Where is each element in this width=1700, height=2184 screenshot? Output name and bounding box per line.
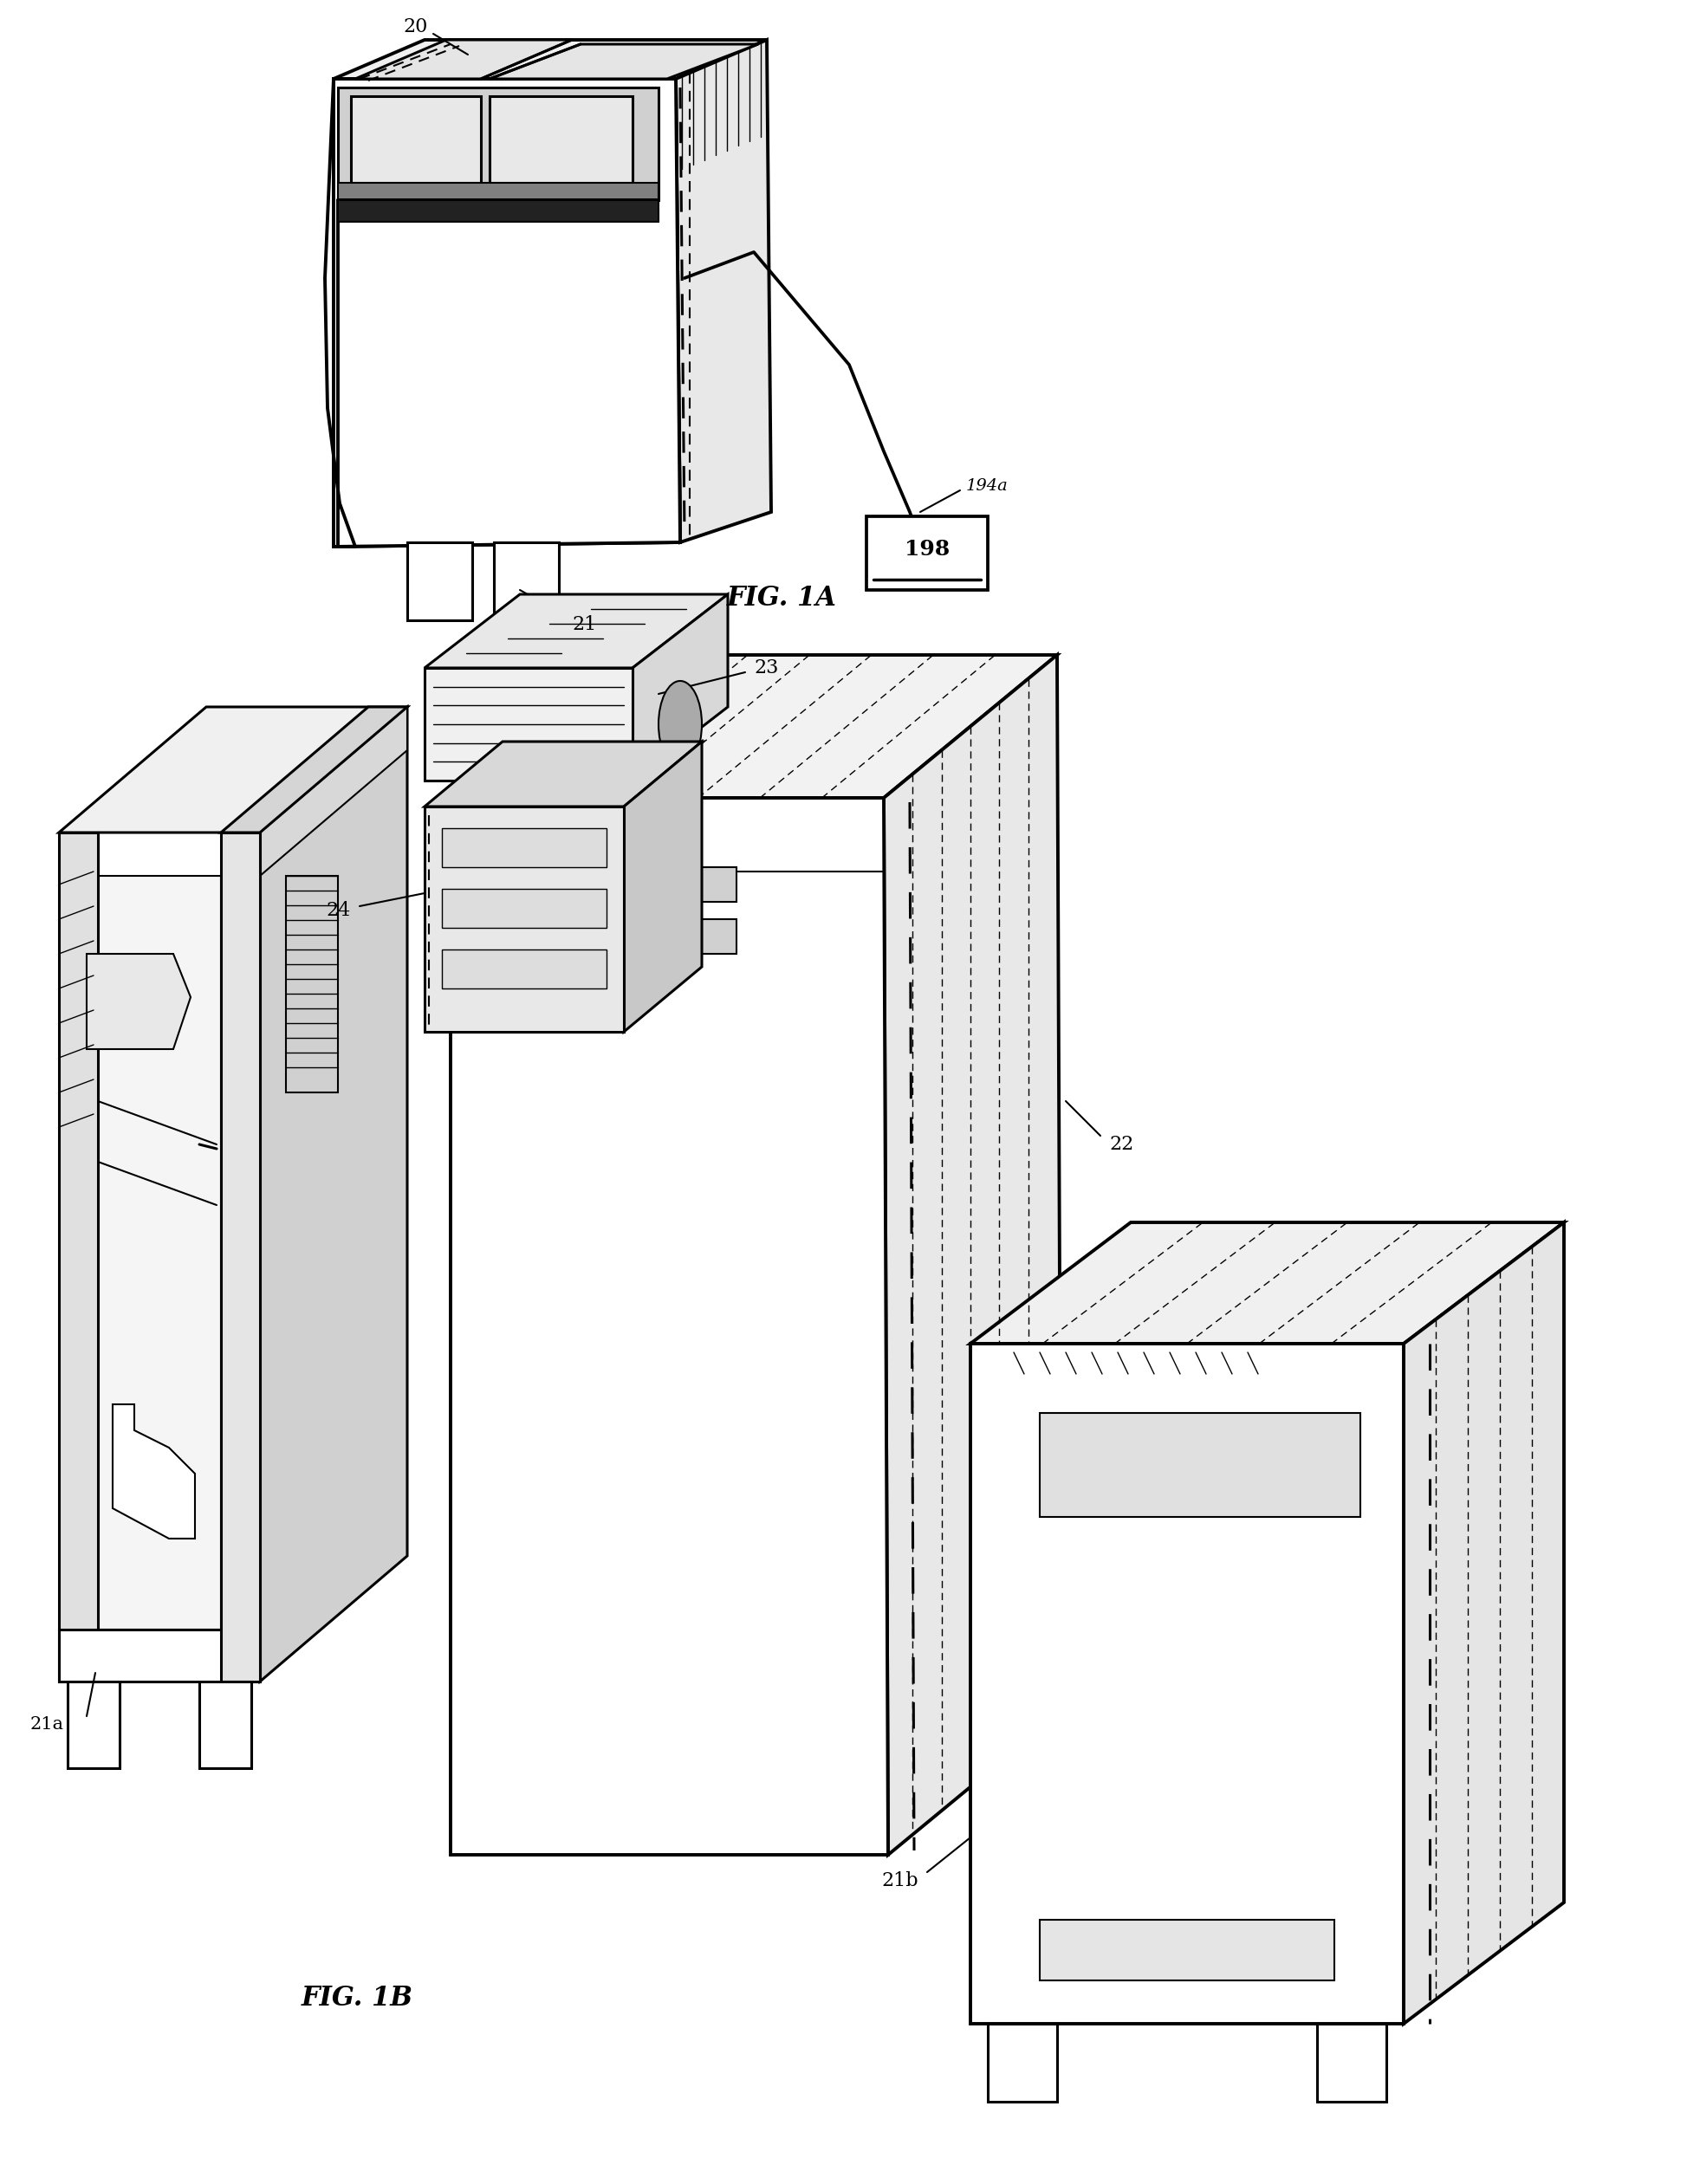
Text: 22: 22 [1108,1136,1134,1153]
Polygon shape [199,1682,252,1769]
Polygon shape [333,39,767,79]
Polygon shape [971,1223,1564,1343]
Text: 198: 198 [904,539,950,559]
Text: FIG. 1A: FIG. 1A [728,585,836,612]
Text: 21b: 21b [882,1872,918,1891]
Polygon shape [68,1682,119,1769]
Polygon shape [99,876,221,1629]
Polygon shape [60,708,408,832]
Polygon shape [884,655,1061,1854]
Text: 21: 21 [571,616,597,633]
Polygon shape [221,832,260,1682]
Polygon shape [408,542,473,620]
Polygon shape [355,39,571,79]
Polygon shape [451,655,1057,797]
Polygon shape [60,1629,260,1682]
Polygon shape [338,201,658,223]
Polygon shape [624,743,702,1031]
Text: FIG. 1B: FIG. 1B [301,1985,413,2011]
Text: 21a: 21a [31,1717,65,1734]
Polygon shape [442,828,607,867]
Polygon shape [867,515,988,590]
Polygon shape [87,954,190,1048]
Polygon shape [260,708,408,1682]
Polygon shape [333,79,680,546]
Polygon shape [563,867,736,902]
Polygon shape [221,708,408,832]
Polygon shape [632,594,728,780]
Text: 194a: 194a [966,478,1008,494]
Polygon shape [1040,1413,1360,1518]
Ellipse shape [658,681,702,767]
Polygon shape [60,832,99,1682]
Polygon shape [563,919,736,954]
Polygon shape [490,44,758,79]
Polygon shape [1318,2025,1385,2101]
Polygon shape [425,806,624,1031]
Polygon shape [442,889,607,928]
Polygon shape [425,743,702,806]
Polygon shape [260,708,408,876]
Polygon shape [333,79,680,546]
Polygon shape [350,96,481,183]
Text: 20: 20 [403,17,428,37]
Polygon shape [442,950,607,989]
Polygon shape [490,96,632,183]
Text: 23: 23 [753,657,779,677]
Polygon shape [112,1404,196,1538]
Polygon shape [971,1343,1404,2025]
Polygon shape [677,39,772,542]
Polygon shape [425,668,632,780]
Polygon shape [495,542,559,620]
Polygon shape [1040,1920,1334,1981]
Polygon shape [338,183,658,201]
Polygon shape [988,2025,1057,2101]
Polygon shape [338,87,658,201]
Polygon shape [425,594,728,668]
Text: 24: 24 [326,902,350,919]
Polygon shape [451,797,887,1854]
Polygon shape [1404,1223,1564,2025]
